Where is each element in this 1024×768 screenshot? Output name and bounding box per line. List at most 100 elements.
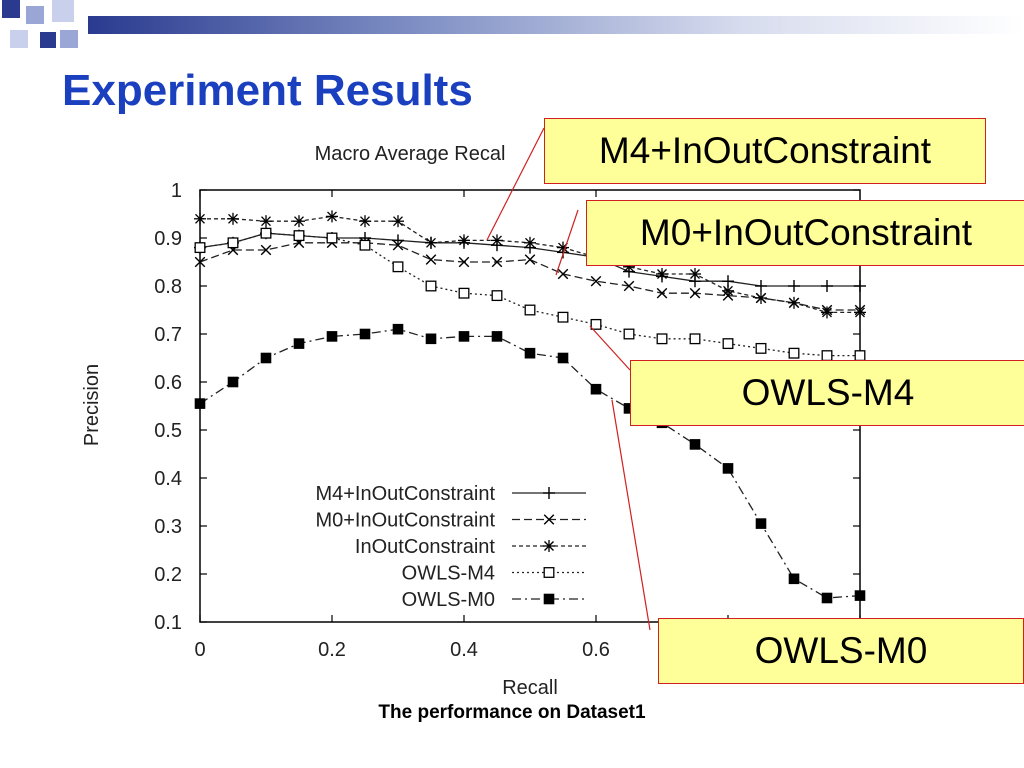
- x-tick-label: 0.6: [582, 639, 610, 661]
- marker-star: [855, 307, 865, 318]
- marker-x: [543, 514, 555, 525]
- corner-square-6: [60, 30, 78, 48]
- marker-star: [756, 293, 766, 303]
- marker-square-open: [425, 280, 437, 292]
- marker-x: [689, 287, 701, 299]
- marker-star: [657, 269, 667, 279]
- marker-x: [524, 254, 536, 265]
- slide-caption: The performance on Dataset1: [378, 702, 646, 723]
- y-tick-label: 1: [171, 180, 182, 202]
- marker-square-filled: [425, 333, 437, 345]
- marker-x: [590, 275, 602, 287]
- marker-x: [491, 256, 503, 268]
- callout-m0-inoutconstraint: M0+InOutConstraint: [586, 200, 1024, 266]
- marker-star: [723, 285, 733, 296]
- marker-square-filled: [543, 593, 555, 605]
- marker-square-open: [623, 328, 635, 340]
- marker-square-filled: [557, 352, 569, 364]
- marker-x: [656, 287, 668, 299]
- marker-square-open: [854, 350, 866, 362]
- x-axis-label: Recall: [502, 677, 558, 699]
- callout-owls-m4: OWLS-M4: [630, 360, 1024, 426]
- callout-label: M0+InOutConstraint: [639, 212, 973, 253]
- series-inoutconstraint: [194, 210, 866, 319]
- callout-pointer: [611, 399, 651, 631]
- corner-square-3: [52, 0, 74, 22]
- marker-square-filled: [458, 331, 470, 342]
- marker-square-open: [656, 333, 668, 345]
- marker-square-filled: [722, 463, 734, 474]
- legend-label: M4+InOutConstraint: [315, 483, 495, 505]
- marker-square-open: [326, 232, 338, 244]
- marker-x: [194, 256, 206, 268]
- y-tick-label: 0.2: [154, 564, 182, 586]
- slide-title: Experiment Results: [62, 66, 473, 115]
- marker-star: [261, 216, 271, 227]
- series-owls-m4: [194, 227, 866, 362]
- legend-label: OWLS-M4: [402, 563, 495, 585]
- x-tick-label: 0.4: [450, 639, 478, 661]
- x-tick-label: 0.2: [318, 639, 346, 661]
- y-tick-label: 0.1: [154, 612, 182, 634]
- y-tick-label: 0.6: [154, 372, 182, 394]
- corner-square-1: [2, 0, 20, 18]
- marker-x: [392, 239, 404, 251]
- marker-square-open: [260, 227, 272, 239]
- marker-square-open: [557, 311, 569, 323]
- marker-square-open: [227, 237, 239, 249]
- y-tick-label: 0.8: [154, 276, 182, 298]
- marker-square-open: [392, 261, 404, 273]
- marker-square-open: [590, 318, 602, 330]
- legend-label: OWLS-M0: [402, 589, 495, 611]
- marker-square-open: [543, 567, 555, 578]
- marker-square-open: [359, 239, 371, 251]
- y-tick-label: 0.7: [154, 324, 182, 346]
- marker-star: [360, 216, 370, 227]
- corner-square-2: [26, 6, 44, 24]
- series-m0-inoutconstraint: [194, 237, 866, 316]
- x-tick-label: 0: [194, 639, 205, 661]
- marker-star: [195, 213, 205, 224]
- callout-pointer: [486, 127, 545, 241]
- marker-star: [822, 307, 832, 318]
- marker-square-filled: [194, 398, 206, 409]
- marker-square-open: [755, 342, 767, 354]
- marker-square-filled: [227, 376, 239, 388]
- marker-square-open: [722, 338, 734, 350]
- marker-square-filled: [788, 573, 800, 585]
- marker-star: [228, 213, 238, 224]
- marker-square-open: [491, 290, 503, 302]
- y-tick-label: 0.9: [154, 228, 182, 250]
- marker-square-filled: [755, 518, 767, 529]
- y-axis-label: Precision: [81, 364, 103, 446]
- marker-star: [459, 235, 469, 246]
- y-tick-label: 0.5: [154, 420, 182, 442]
- marker-square-filled: [854, 590, 866, 601]
- y-tick-label: 0.3: [154, 516, 182, 538]
- marker-star: [525, 237, 535, 248]
- marker-square-filled: [260, 352, 272, 364]
- marker-square-open: [524, 304, 536, 316]
- y-tick-label: 0.4: [154, 468, 182, 490]
- callout-pointer: [555, 209, 579, 276]
- marker-square-filled: [293, 338, 305, 349]
- marker-x: [260, 244, 272, 256]
- marker-star: [690, 269, 700, 279]
- marker-x: [458, 256, 470, 268]
- marker-square-open: [458, 287, 470, 299]
- chart-title: Macro Average Recal: [315, 143, 506, 165]
- callout-pointer: [589, 325, 631, 371]
- marker-square-open: [293, 230, 305, 242]
- marker-x: [425, 254, 437, 265]
- marker-star: [327, 211, 337, 222]
- callout-m4-inoutconstraint: M4+InOutConstraint: [544, 118, 986, 184]
- marker-square-open: [194, 242, 206, 254]
- marker-square-open: [821, 350, 833, 362]
- marker-x: [557, 268, 569, 280]
- marker-x: [623, 280, 635, 292]
- legend-label: InOutConstraint: [355, 536, 496, 558]
- marker-square-filled: [821, 592, 833, 604]
- corner-square-5: [40, 32, 56, 48]
- marker-square-filled: [326, 331, 338, 342]
